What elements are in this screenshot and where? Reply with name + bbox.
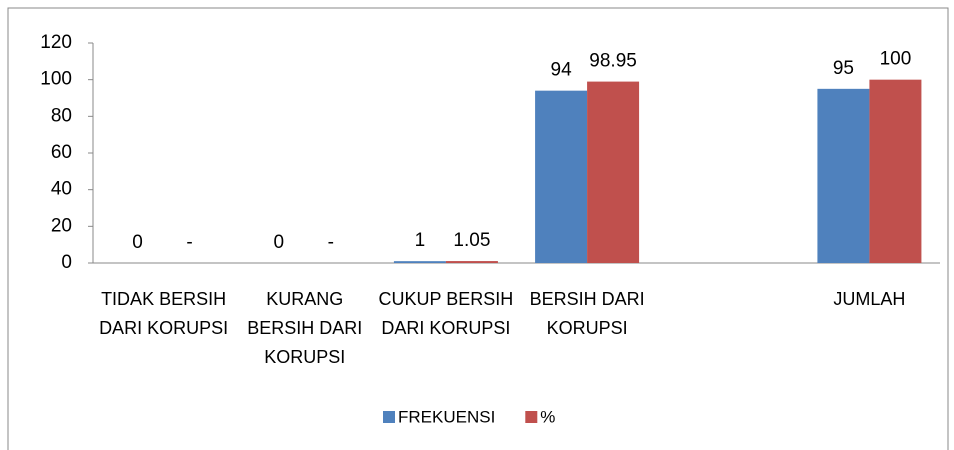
bar <box>587 81 640 263</box>
legend-label: % <box>540 407 555 426</box>
data-label: 100 <box>880 49 912 70</box>
data-label: 1.05 <box>453 230 490 251</box>
x-tick-label: TIDAK BERSIH DARI KORUPSI <box>99 289 229 338</box>
x-tick-label: CUKUP BERSIH DARI KORUPSI <box>378 289 514 338</box>
legend-swatch <box>383 411 395 423</box>
x-tick-label: KURANG BERSIH DARI KORUPSI <box>247 289 363 367</box>
data-label: - <box>328 232 334 253</box>
y-tick-label: 100 <box>40 69 72 90</box>
y-tick-label: 40 <box>51 179 72 200</box>
bar <box>535 90 588 264</box>
bar <box>817 88 870 263</box>
data-label: 0 <box>273 232 284 253</box>
y-tick-label: 60 <box>51 142 72 163</box>
data-label: 95 <box>833 58 854 79</box>
bar <box>869 79 922 264</box>
data-label: 0 <box>132 232 143 253</box>
data-label: 98.95 <box>589 51 637 72</box>
data-label: 1 <box>415 230 426 251</box>
bar <box>393 261 446 263</box>
data-label: 94 <box>551 60 573 81</box>
x-tick-label: BERSIH DARI KORUPSI <box>529 289 645 338</box>
bar <box>445 261 498 263</box>
y-tick-label: 120 <box>40 32 72 53</box>
y-tick-label: 80 <box>51 105 72 126</box>
y-tick-label: 20 <box>51 215 72 236</box>
y-tick-label: 0 <box>61 252 72 273</box>
x-tick-label: JUMLAH <box>833 289 906 309</box>
data-label: - <box>186 232 192 253</box>
legend-swatch <box>525 411 538 423</box>
chart-border <box>7 7 949 450</box>
legend-label: FREKUENSI <box>398 407 495 426</box>
